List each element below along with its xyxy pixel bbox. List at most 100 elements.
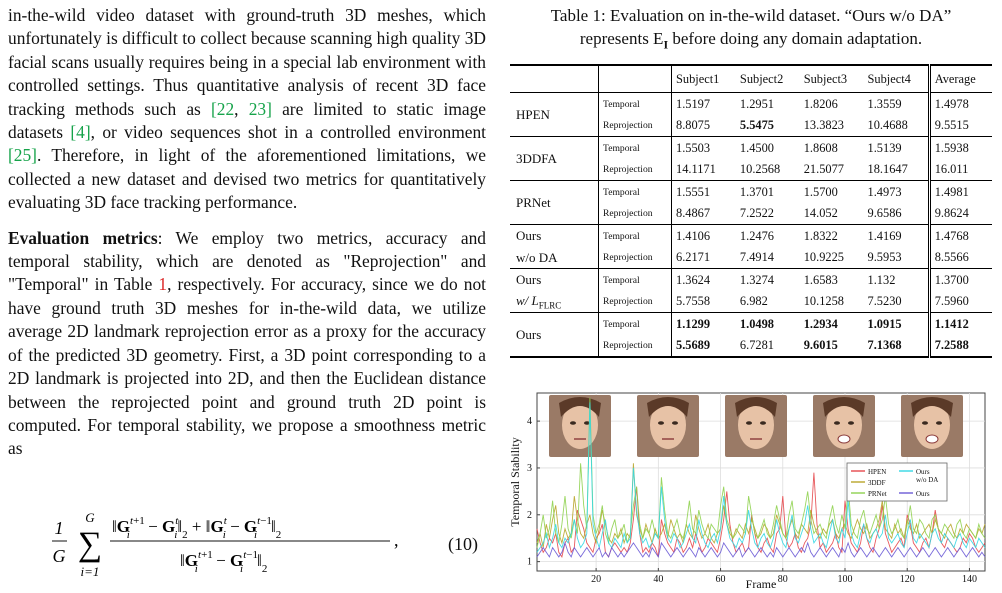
- method-name: Ours: [510, 312, 599, 359]
- x-tick-label: 40: [653, 574, 663, 585]
- table-cell: 1.8206: [799, 92, 864, 115]
- table-cell: 8.4867: [676, 206, 711, 221]
- frac-denominator: G: [53, 546, 66, 566]
- legend-label: Ours: [916, 468, 930, 476]
- x-axis-label: Frame: [746, 577, 777, 590]
- table-cell: 9.6586: [863, 202, 931, 225]
- legend-label: w/o DA: [916, 476, 938, 484]
- table-cell: 7.5230: [863, 290, 931, 313]
- x-tick-label: 100: [838, 574, 853, 585]
- equation-number: (10): [448, 534, 478, 554]
- y-tick-label: 2: [527, 510, 532, 521]
- table-cell: 1.5139: [863, 136, 931, 159]
- table-cell: 1.4973: [863, 180, 931, 203]
- metric-label: Reprojection: [598, 202, 672, 225]
- method-name: HPEN: [510, 92, 599, 137]
- x-tick-label: 120: [900, 574, 915, 585]
- table-cell: 5.5689: [671, 334, 736, 359]
- method-name: 3DDFA: [510, 136, 599, 181]
- table-cell: 6.2171: [676, 250, 711, 265]
- table-cell: 1.5503: [671, 136, 736, 159]
- table-cell: 1.8322: [799, 224, 864, 247]
- table-cell: 7.2522: [739, 206, 774, 221]
- formula-comma: ,: [394, 530, 399, 550]
- column-header: Subject1: [671, 64, 736, 94]
- table-cell: 1.5700: [799, 180, 864, 203]
- table-cell: 7.4914: [739, 250, 774, 265]
- table-cell: 10.9225: [803, 250, 844, 265]
- table-row: 3DDFA Temporal 1.5503 1.4500 1.8608 1.51…: [510, 136, 992, 181]
- metric-label: Temporal: [598, 268, 672, 291]
- table-cell: 7.2588: [929, 334, 992, 359]
- text-span: are limited to static image datasets: [8, 98, 486, 143]
- table-cell: 1.2934: [799, 312, 864, 335]
- citation-link[interactable]: [22: [210, 98, 235, 119]
- table-cell: 1.5551: [671, 180, 736, 203]
- metric-label: Reprojection: [598, 334, 672, 359]
- header-empty: [510, 64, 599, 94]
- metric-label: Temporal: [598, 92, 672, 115]
- column-header: Subject4: [863, 64, 931, 94]
- metric-label: Reprojection: [598, 290, 672, 313]
- table-cell: 9.5515: [934, 118, 969, 133]
- series-line: [536, 397, 986, 548]
- table-row: Reprojection 8.8075 5.5475 13.3823 10.46…: [510, 114, 992, 137]
- caption-line-1: Table 1: Evaluation on in-the-wild datas…: [550, 6, 952, 25]
- table-cell: 7.1368: [863, 334, 931, 359]
- x-tick-label: 20: [591, 574, 601, 585]
- table-cell: 1.4169: [863, 224, 931, 247]
- table-cell: 1.3701: [735, 180, 800, 203]
- series-line: [536, 541, 986, 559]
- table-cell: 1.5197: [671, 92, 736, 115]
- metric-label: Temporal: [598, 180, 672, 203]
- sum-lower-limit: i=1: [81, 564, 100, 579]
- x-tick-label: 80: [778, 574, 788, 585]
- y-axis-label: Temporal Stability: [509, 437, 522, 526]
- table-reference-link[interactable]: 1: [158, 274, 168, 295]
- table-header-row: Subject1 Subject2 Subject3 Subject4 Aver…: [510, 64, 992, 94]
- citation-link[interactable]: [4]: [70, 122, 91, 143]
- caption-line-2: represents E: [579, 29, 664, 48]
- method-name: PRNet: [510, 180, 599, 225]
- table-cell: 9.5953: [863, 246, 931, 269]
- header-empty: [598, 64, 672, 94]
- table-cell: 16.011: [934, 162, 969, 177]
- paragraph-evaluation-metrics: Evaluation metrics: We employ two metric…: [8, 227, 486, 461]
- formula-denominator: ‖Gt+1 i − Gt−1 i ‖2: [180, 549, 267, 575]
- method-text: w/ L: [516, 292, 539, 308]
- table-cell: 9.8624: [934, 206, 969, 221]
- method-name-line-2: w/o DA: [510, 246, 599, 269]
- table-cell: 10.4688: [863, 114, 931, 137]
- column-header: Average: [929, 64, 992, 94]
- paragraph-heading: Evaluation metrics: [8, 227, 158, 248]
- metric-label: Temporal: [598, 312, 672, 335]
- citation-link[interactable]: [25]: [8, 145, 37, 166]
- table-cell: 9.6015: [799, 334, 864, 359]
- table-cell: 1.2476: [735, 224, 800, 247]
- table-cell: 14.052: [803, 206, 838, 221]
- table-cell: 1.2951: [735, 92, 800, 115]
- face-thumbnail: [813, 395, 875, 457]
- table-cell: 8.8075: [676, 118, 711, 133]
- table-row: Ours Temporal 1.4106 1.2476 1.8322 1.416…: [510, 224, 992, 247]
- equation-10: 1 G G ∑ i=1 ‖Gt+1 i − Gt i‖2 + ‖Gt i − Gt−1…: [50, 504, 480, 586]
- citation-link[interactable]: 23]: [248, 98, 272, 119]
- y-tick-label: 1: [527, 557, 532, 568]
- paragraph-intro: in-the-wild video dataset with ground-tr…: [8, 4, 486, 215]
- text-span: ,: [234, 98, 249, 119]
- table-cell: 7.5960: [934, 294, 969, 309]
- caption-line-2-end: before doing any domain adaptation.: [668, 29, 923, 48]
- table-cell: 1.3559: [863, 92, 931, 115]
- legend-label: HPEN: [868, 468, 886, 476]
- table-row: w/ LFLRC Reprojection 5.7558 6.982 10.12…: [510, 290, 992, 313]
- table-row: PRNet Temporal 1.5551 1.3701 1.5700 1.49…: [510, 180, 992, 225]
- table-cell: 21.5077: [803, 162, 844, 177]
- metric-label: Reprojection: [598, 158, 672, 181]
- table-cell: 18.1647: [863, 158, 931, 181]
- table-cell: 10.1258: [803, 294, 844, 309]
- table-cell: 1.6583: [799, 268, 864, 291]
- legend-label: PRNet: [868, 490, 887, 498]
- metric-label: Reprojection: [598, 114, 672, 137]
- table-cell: 1.5938: [929, 136, 992, 159]
- table-row: Ours Temporal 1.1299 1.0498 1.2934 1.091…: [510, 312, 992, 359]
